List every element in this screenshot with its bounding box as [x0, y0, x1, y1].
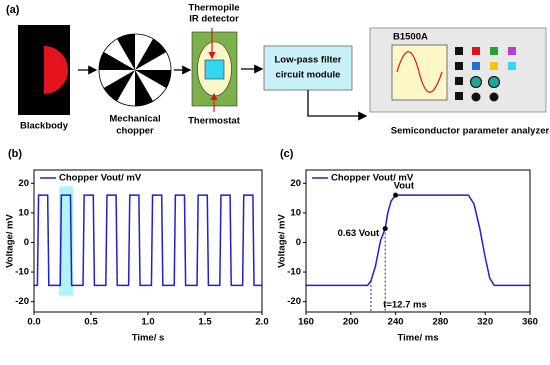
knob: [488, 76, 500, 88]
chopper-blade: [135, 70, 171, 88]
point-marker: [382, 226, 388, 232]
buttons: [455, 47, 516, 102]
y-tick-label: 20: [18, 178, 29, 189]
button: [455, 92, 463, 100]
chopper-blade: [135, 70, 153, 106]
button: [472, 62, 480, 70]
annotation: t=12.7 ms: [383, 300, 427, 311]
panel-label: (c): [280, 148, 294, 160]
filter-box: [263, 45, 353, 91]
knob: [489, 92, 499, 102]
chopper-blade: [117, 34, 135, 70]
knob: [471, 92, 481, 102]
screen-wave: [396, 51, 443, 93]
x-tick-label: 320: [477, 317, 493, 328]
y-tick-label: -20: [287, 296, 301, 307]
y-tick-label: -10: [287, 267, 301, 278]
y-axis-label: Voltage/ mV: [5, 214, 16, 268]
x-axis-label: Time/ s: [132, 333, 165, 344]
annotation: Vout: [394, 181, 415, 192]
filter-label: circuit module: [276, 70, 341, 81]
detector: [204, 59, 225, 80]
detector-label: IR detector: [189, 14, 239, 25]
button: [472, 47, 480, 55]
x-tick-label: 2.0: [255, 317, 268, 328]
annotation: 0.63 Vout: [338, 228, 380, 239]
y-tick-label: 10: [18, 207, 29, 218]
y-tick-label: 0: [24, 237, 29, 248]
instrument-label: B1500A: [393, 32, 428, 43]
x-tick-label: 160: [298, 317, 314, 328]
chopper-blade: [103, 70, 135, 102]
series-line: [34, 194, 262, 287]
analyzer-label: Semiconductor parameter analyzer: [391, 126, 550, 137]
x-tick-label: 200: [343, 317, 359, 328]
x-tick-label: 1.5: [198, 317, 212, 328]
button: [508, 47, 516, 55]
highlight: [59, 186, 74, 296]
y-axis-label: Voltage/ mV: [277, 214, 288, 268]
chopper-blade: [99, 52, 135, 70]
x-tick-label: 1.0: [141, 317, 154, 328]
plot-frame: [33, 169, 263, 313]
knob: [470, 76, 482, 88]
button: [455, 62, 463, 70]
y-tick-label: 20: [290, 178, 301, 189]
x-tick-label: 0.5: [84, 317, 98, 328]
panel-label: (b): [8, 148, 22, 160]
thermostat-label: Thermostat: [188, 116, 241, 127]
button: [455, 47, 463, 55]
button: [455, 77, 463, 85]
point-marker: [393, 192, 399, 198]
blackbody-source: [44, 46, 68, 94]
y-tick-label: 10: [290, 207, 301, 218]
blackbody-label: Blackbody: [20, 121, 69, 132]
y-tick-label: -20: [15, 296, 29, 307]
button: [490, 62, 498, 70]
button: [508, 62, 516, 70]
filter-label: Low-pass filter: [274, 55, 341, 66]
panel-a: (a) Blackbody Mechanical chopper Thermop…: [6, 3, 549, 137]
button: [490, 47, 498, 55]
series-line: [306, 194, 530, 287]
y-tick-label: -10: [15, 267, 29, 278]
chopper-label: chopper: [116, 126, 154, 137]
chopper-label: Mechanical: [109, 114, 160, 125]
chopper: [98, 33, 172, 107]
detector-label: Thermopile: [188, 3, 239, 14]
x-tick-label: 0.0: [27, 317, 40, 328]
plot-frame: [305, 169, 531, 313]
x-axis-label: Time/ ms: [397, 333, 438, 344]
arrow: [307, 90, 368, 121]
panel-label: (a): [6, 4, 20, 16]
x-tick-label: 360: [522, 317, 538, 328]
x-tick-label: 240: [388, 317, 404, 328]
x-tick-label: 280: [432, 317, 448, 328]
legend-label: Chopper Vout/ mV: [331, 173, 414, 184]
y-tick-label: 0: [296, 237, 301, 248]
chopper-blade: [135, 38, 167, 70]
legend-label: Chopper Vout/ mV: [59, 173, 142, 184]
